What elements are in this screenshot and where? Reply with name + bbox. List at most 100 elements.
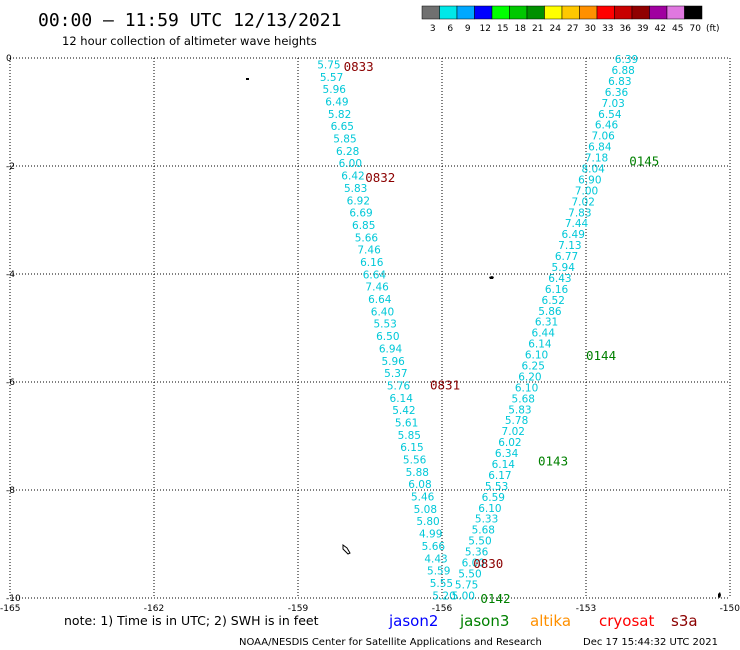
swh-value: 5.50 bbox=[458, 568, 481, 580]
legend-swatch bbox=[561, 5, 580, 20]
swh-value: 6.14 bbox=[492, 459, 516, 471]
swh-value: 6.64 bbox=[368, 294, 392, 306]
plot-area: 0 -2 -4 -6 -8 -10-165 -162 -159 -156 -153 -150 5.7… bbox=[0, 54, 740, 614]
swh-value: 6.40 bbox=[371, 306, 394, 318]
legend-unit: (ft) bbox=[706, 24, 720, 34]
swh-value: 6.00 bbox=[339, 158, 362, 170]
legend-swatch bbox=[491, 5, 510, 20]
legend-bin-label: 30 bbox=[585, 24, 597, 34]
x-tick-label: -156 bbox=[432, 604, 453, 614]
legend-bin-label: 39 bbox=[637, 24, 649, 34]
legend-swatch bbox=[544, 5, 563, 20]
swh-value: 7.03 bbox=[601, 98, 624, 110]
pass-time-labels: 0833 0832 0831 0830 0145 0144 0143 0142 bbox=[344, 59, 660, 606]
swh-value: 4.43 bbox=[424, 553, 447, 565]
legend-swatch bbox=[579, 5, 598, 20]
swh-value: 6.49 bbox=[562, 229, 585, 241]
legend-swatch bbox=[421, 5, 440, 20]
pass-time-label: 0144 bbox=[586, 348, 616, 363]
legend-swatch bbox=[666, 5, 685, 20]
y-tick-label: -2 bbox=[6, 162, 15, 172]
swh-value: 5.53 bbox=[373, 319, 396, 331]
swh-value: 6.16 bbox=[360, 257, 384, 269]
swh-value: 5.78 bbox=[505, 415, 528, 427]
legend-bin-label: 9 bbox=[465, 24, 471, 34]
swh-value: 5.59 bbox=[427, 566, 450, 578]
swh-value: 5.37 bbox=[384, 368, 407, 380]
y-tick-label: 0 bbox=[6, 54, 12, 64]
swh-value: 5.94 bbox=[552, 262, 576, 274]
pass-time-label: 0143 bbox=[538, 453, 568, 468]
swh-value: 6.88 bbox=[611, 65, 634, 77]
swh-value: 6.65 bbox=[331, 121, 354, 133]
swh-value: 5.66 bbox=[422, 541, 446, 553]
chart-title: 00:00 — 11:59 UTC 12/13/2021 bbox=[38, 10, 341, 31]
legend-bin-label: 6 bbox=[447, 24, 453, 34]
swh-value: 5.75 bbox=[317, 59, 340, 71]
swh-value: 8.04 bbox=[581, 164, 605, 176]
chart-subtitle: 12 hour collection of altimeter wave hei… bbox=[62, 34, 317, 48]
legend-swatch bbox=[614, 5, 633, 20]
legend-bin-label: 45 bbox=[672, 24, 683, 34]
swh-value: 6.39 bbox=[615, 54, 638, 66]
swh-value: 6.10 bbox=[478, 503, 501, 515]
swh-value: 6.52 bbox=[542, 295, 565, 307]
x-tick-label: -153 bbox=[576, 604, 596, 614]
land-features bbox=[246, 78, 721, 598]
swh-value: 6.31 bbox=[535, 317, 558, 329]
pass-time-label: 0142 bbox=[480, 591, 510, 606]
swh-value: 6.49 bbox=[325, 97, 348, 109]
satellite-altika: altika bbox=[530, 612, 571, 630]
swh-value: 5.08 bbox=[414, 504, 437, 516]
swh-value: 6.10 bbox=[515, 382, 538, 394]
satellite-jason2: jason2 bbox=[388, 612, 438, 630]
swh-value: 5.96 bbox=[381, 356, 405, 368]
swh-value: 6.34 bbox=[495, 448, 519, 460]
wave-height-values: 5.755.575.966.495.826.655.856.286.006.42… bbox=[317, 54, 638, 602]
swh-value: 6.02 bbox=[498, 437, 521, 449]
swh-value: 5.46 bbox=[411, 492, 435, 504]
swh-value: 6.94 bbox=[379, 343, 403, 355]
legend-bin-label: 18 bbox=[515, 24, 527, 34]
swh-value: 5.83 bbox=[508, 404, 531, 416]
swh-value: 4.99 bbox=[419, 529, 442, 541]
pass-time-label: 0145 bbox=[629, 154, 659, 169]
swh-value: 6.25 bbox=[522, 360, 545, 372]
swh-value: 6.69 bbox=[349, 208, 372, 220]
swh-value: 6.83 bbox=[608, 76, 631, 88]
legend-bin-label: 42 bbox=[655, 24, 666, 34]
x-tick-label: -150 bbox=[720, 604, 740, 614]
legend-swatch bbox=[456, 5, 475, 20]
satellite-cryosat: cryosat bbox=[599, 612, 654, 630]
swh-value: 5.96 bbox=[323, 84, 347, 96]
swh-value: 7.02 bbox=[572, 196, 595, 208]
swh-value: 5.83 bbox=[344, 183, 367, 195]
x-tick-label: -159 bbox=[288, 604, 309, 614]
swh-value: 5.56 bbox=[403, 455, 427, 467]
legend-swatch bbox=[474, 5, 493, 20]
swh-value: 6.36 bbox=[605, 87, 629, 99]
satellite-s3a: s3a bbox=[671, 612, 698, 630]
swh-value: 5.33 bbox=[475, 514, 498, 526]
swh-value: 7.06 bbox=[591, 131, 615, 143]
swh-value: 7.83 bbox=[568, 207, 591, 219]
legend-bin-label: 70 bbox=[690, 24, 702, 34]
swh-value: 5.88 bbox=[406, 467, 429, 479]
swh-value: 6.92 bbox=[347, 195, 370, 207]
x-tick-label: -162 bbox=[144, 604, 164, 614]
legend-bin-label: 21 bbox=[532, 24, 543, 34]
footer-note: note: 1) Time is in UTC; 2) SWH is in fe… bbox=[64, 613, 319, 628]
y-tick-label: -8 bbox=[6, 486, 15, 496]
y-tick-label: -4 bbox=[6, 270, 15, 280]
legend-bin-label: 12 bbox=[480, 24, 491, 34]
swh-value: 5.85 bbox=[333, 134, 356, 146]
legend-bin-label: 36 bbox=[620, 24, 632, 34]
legend-swatch bbox=[596, 5, 615, 20]
legend-swatch bbox=[649, 5, 668, 20]
swh-value: 7.44 bbox=[565, 218, 589, 230]
y-tick-label: -10 bbox=[6, 594, 21, 604]
swh-value: 5.42 bbox=[392, 405, 415, 417]
swh-value: 7.00 bbox=[575, 185, 598, 197]
satellite-legend: jason2 jason3 altika cryosat s3a bbox=[388, 612, 698, 630]
